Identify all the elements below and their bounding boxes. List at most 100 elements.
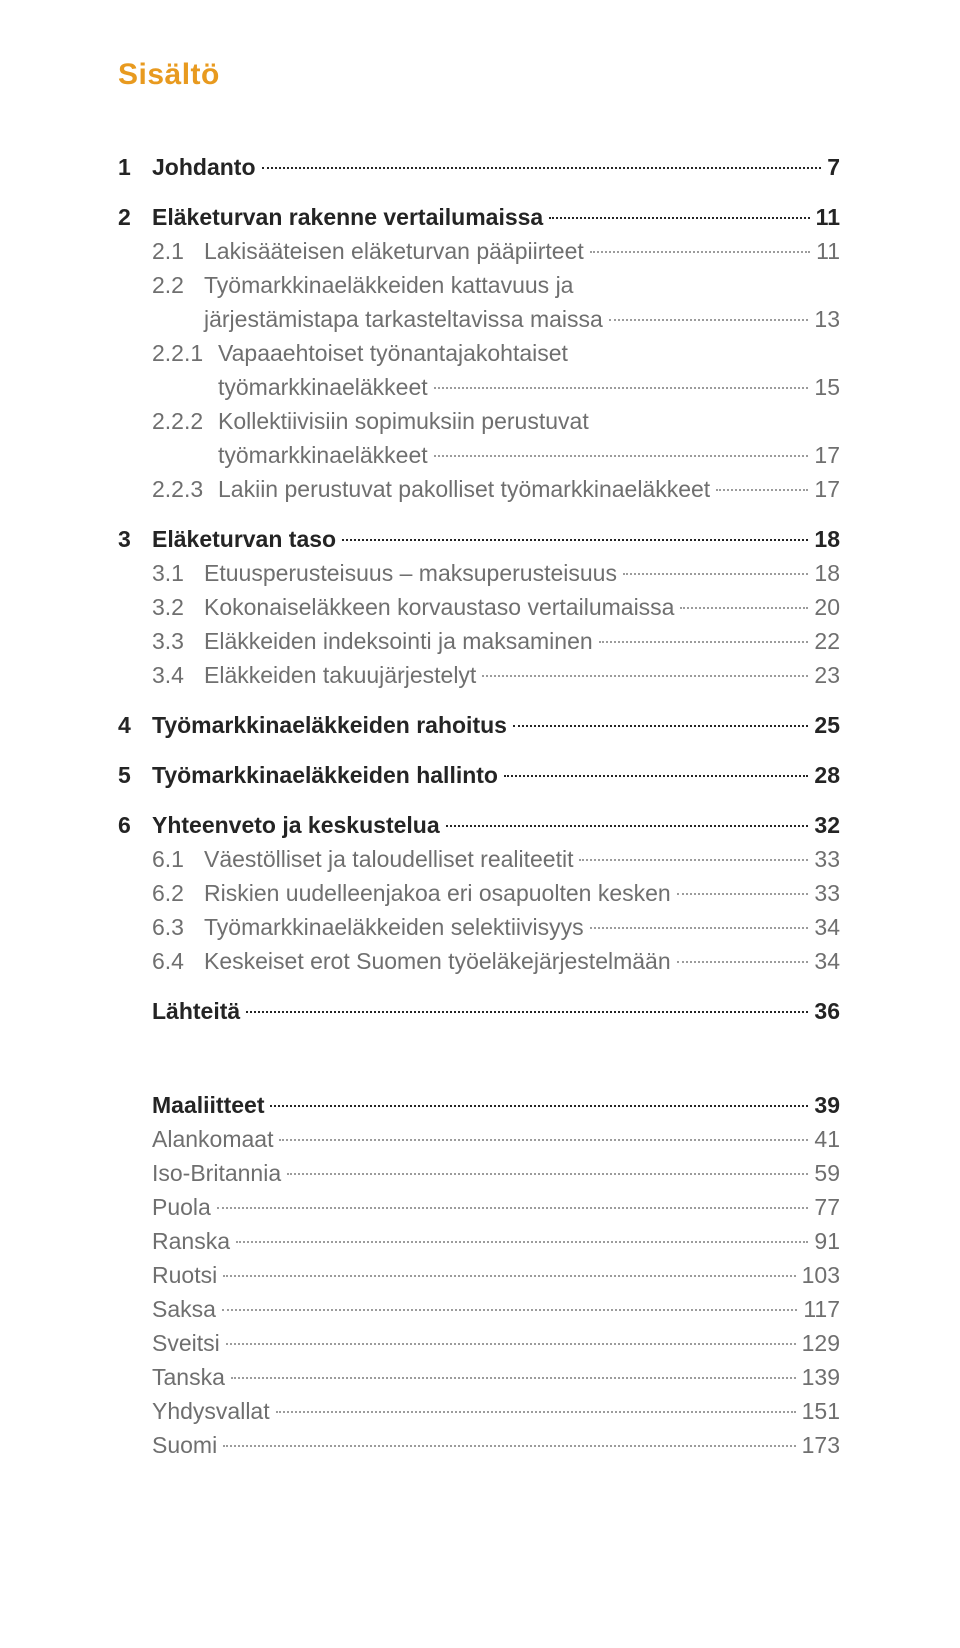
- toc-page-number: 34: [814, 910, 840, 944]
- toc-label: Maaliitteet: [118, 1088, 264, 1122]
- toc-leader-dots: [446, 802, 809, 827]
- toc-page-number: 17: [814, 438, 840, 472]
- toc-leader-dots: [236, 1218, 808, 1243]
- toc-entry-text: Ruotsi: [152, 1262, 217, 1288]
- document-page: Sisältö 1Johdanto72Eläketurvan rakenne v…: [0, 0, 960, 1462]
- toc-label: Alankomaat: [118, 1122, 273, 1156]
- toc-leader-dots: [590, 904, 809, 929]
- toc-entry-text: Saksa: [152, 1296, 216, 1322]
- toc-entry-text: Etuusperusteisuus – maksuperusteisuus: [204, 560, 617, 586]
- toc-entry-text: Vapaaehtoiset työnantajakohtaiset: [218, 340, 568, 366]
- toc-label: Sveitsi: [118, 1326, 220, 1360]
- toc-entry-text: Eläketurvan taso: [152, 526, 336, 552]
- toc-entry-text: Eläkkeiden takuujärjestelyt: [204, 662, 476, 688]
- toc-label: Saksa: [118, 1292, 216, 1326]
- toc-leader-dots: [276, 1388, 796, 1413]
- toc-leader-dots: [609, 296, 809, 321]
- toc-page-number: 32: [814, 808, 840, 842]
- toc-label: Ruotsi: [118, 1258, 217, 1292]
- toc-label: 6Yhteenveto ja keskustelua: [118, 808, 440, 842]
- toc-label: 3.2Kokonaiseläkkeen korvaustaso vertailu…: [118, 590, 674, 624]
- toc-row: työmarkkinaeläkkeet 15: [118, 370, 840, 404]
- toc-label: Ranska: [118, 1224, 230, 1258]
- toc-page-number: 11: [816, 234, 840, 268]
- toc-label: 1Johdanto: [118, 150, 256, 184]
- toc-leader-dots: [223, 1252, 795, 1277]
- toc-page-number: 15: [814, 370, 840, 404]
- toc-page-number: 20: [814, 590, 840, 624]
- toc-label: Lähteitä: [118, 994, 240, 1028]
- toc-page-number: 103: [802, 1258, 840, 1292]
- toc-entry-text: Lakiin perustuvat pakolliset työmarkkina…: [218, 476, 710, 502]
- toc-entry-text: Johdanto: [152, 154, 256, 180]
- toc-entry-text: Kokonaiseläkkeen korvaustaso vertailumai…: [204, 594, 674, 620]
- toc-label: järjestämistapa tarkasteltavissa maissa: [118, 302, 603, 336]
- toc-page-number: 33: [814, 842, 840, 876]
- toc-label: 2.1Lakisääteisen eläketurvan pääpiirteet: [118, 234, 584, 268]
- toc-leader-dots: [680, 584, 808, 609]
- toc-entry-number: 5: [118, 758, 152, 792]
- page-title: Sisältö: [118, 58, 840, 92]
- toc-row: 3.4Eläkkeiden takuujärjestelyt23: [118, 658, 840, 692]
- toc-leader-dots: [270, 1082, 808, 1107]
- toc-leader-dots: [279, 1116, 808, 1141]
- toc-label: 5Työmarkkinaeläkkeiden hallinto: [118, 758, 498, 792]
- toc-leader-dots: [226, 1320, 796, 1345]
- toc-entry-text: Työmarkkinaeläkkeiden selektiivisyys: [204, 914, 584, 940]
- toc-entry-text: Yhteenveto ja keskustelua: [152, 812, 440, 838]
- toc-entry-text: Iso-Britannia: [152, 1160, 281, 1186]
- toc-entry-text: järjestämistapa tarkasteltavissa maissa: [204, 306, 603, 332]
- toc-row: 2.2.3Lakiin perustuvat pakolliset työmar…: [118, 472, 840, 506]
- toc-page-number: 11: [816, 200, 840, 234]
- toc-entry-text: Kollektiivisiin sopimuksiin perustuvat: [218, 408, 589, 434]
- toc-page-number: 77: [814, 1190, 840, 1224]
- toc-label: työmarkkinaeläkkeet: [118, 438, 428, 472]
- toc-entry-text: työmarkkinaeläkkeet: [218, 374, 428, 400]
- toc-entry-text: Tanska: [152, 1364, 225, 1390]
- toc-leader-dots: [623, 550, 808, 575]
- toc-entry-text: Työmarkkinaeläkkeiden hallinto: [152, 762, 498, 788]
- toc-label: 3.1Etuusperusteisuus – maksuperusteisuus: [118, 556, 617, 590]
- toc-label: 6.4Keskeiset erot Suomen työeläkejärjest…: [118, 944, 671, 978]
- toc-page-number: 39: [814, 1088, 840, 1122]
- toc-entry-number: 6.2: [152, 876, 204, 910]
- toc-row: Suomi 173: [118, 1428, 840, 1462]
- toc-entry-text: Väestölliset ja taloudelliset realiteeti…: [204, 846, 573, 872]
- toc-leader-dots: [342, 516, 808, 541]
- toc-page-number: 59: [814, 1156, 840, 1190]
- toc-page-number: 28: [814, 758, 840, 792]
- toc-entry-number: 2: [118, 200, 152, 234]
- toc-page-number: 36: [814, 994, 840, 1028]
- toc-label: 3Eläketurvan taso: [118, 522, 336, 556]
- toc-page-number: 173: [802, 1428, 840, 1462]
- toc-row: Lähteitä 36: [118, 994, 840, 1028]
- toc-page-number: 25: [814, 708, 840, 742]
- toc-entry-number: 2.2.3: [152, 472, 218, 506]
- toc-leader-dots: [262, 144, 822, 169]
- toc-leader-dots: [222, 1286, 797, 1311]
- toc-page-number: 13: [814, 302, 840, 336]
- toc-leader-dots: [599, 618, 809, 643]
- toc-page-number: 7: [827, 150, 840, 184]
- toc-entry-number: 3: [118, 522, 152, 556]
- toc-entry-number: 1: [118, 150, 152, 184]
- toc-row: 4Työmarkkinaeläkkeiden rahoitus25: [118, 708, 840, 742]
- toc-page-number: 91: [814, 1224, 840, 1258]
- toc-leader-dots: [677, 870, 809, 895]
- toc-page-number: 117: [803, 1292, 840, 1326]
- toc-label: 3.4Eläkkeiden takuujärjestelyt: [118, 658, 476, 692]
- toc-entry-text: Työmarkkinaeläkkeiden rahoitus: [152, 712, 507, 738]
- toc-entry-text: Suomi: [152, 1432, 217, 1458]
- toc-page-number: 151: [802, 1394, 840, 1428]
- toc-entry-text: Työmarkkinaeläkkeiden kattavuus ja: [204, 272, 573, 298]
- toc-row: 2.1Lakisääteisen eläketurvan pääpiirteet…: [118, 234, 840, 268]
- toc-leader-dots: [231, 1354, 796, 1379]
- toc-page-number: 139: [802, 1360, 840, 1394]
- toc-entry-number: 6.4: [152, 944, 204, 978]
- toc-row: järjestämistapa tarkasteltavissa maissa 1…: [118, 302, 840, 336]
- toc-entry-number: 3.4: [152, 658, 204, 692]
- toc-entry-text: Lähteitä: [152, 998, 240, 1024]
- toc-page-number: 18: [814, 556, 840, 590]
- toc-entry-number: 2.2.1: [152, 336, 218, 370]
- toc-page-number: 33: [814, 876, 840, 910]
